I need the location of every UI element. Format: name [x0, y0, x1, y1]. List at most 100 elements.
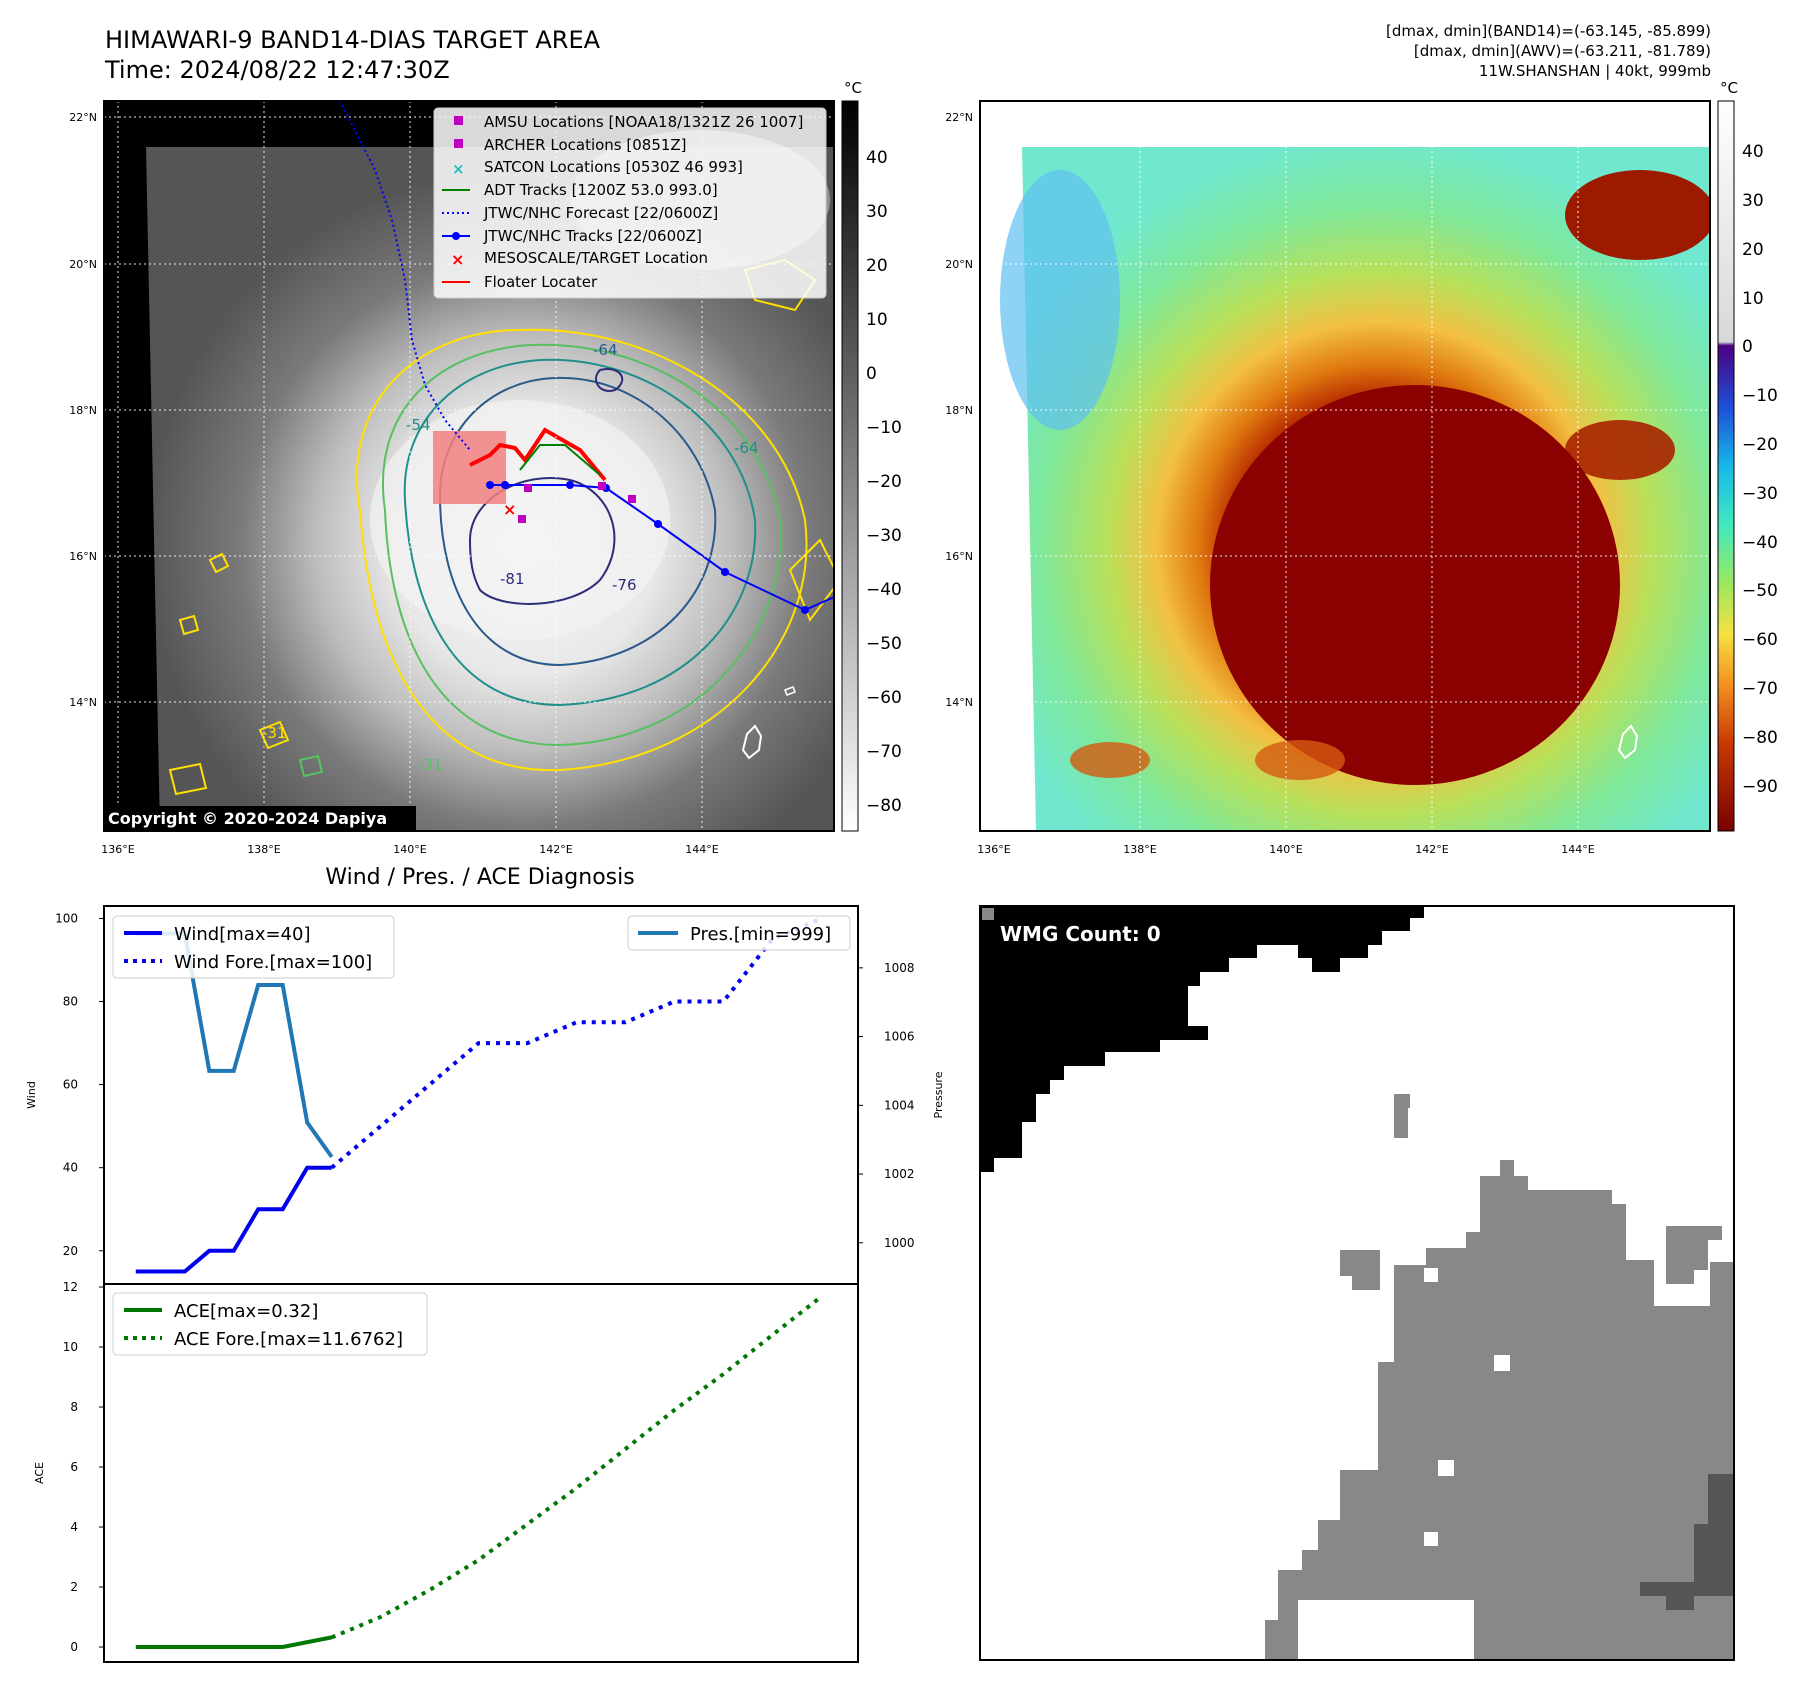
ace-line [135, 1635, 333, 1649]
wind-line [135, 1165, 332, 1274]
lat-label: 16°N [69, 550, 97, 563]
ace-tick: 4 [70, 1520, 78, 1534]
colorbar-tick: −30 [1742, 484, 1778, 504]
colorbar-unit: °C [1720, 79, 1738, 97]
lat-label: 22°N [69, 111, 97, 124]
svg-text:×: × [451, 250, 464, 269]
wind-tick: 60 [63, 1078, 78, 1092]
ace-axes: 12 10 8 6 4 2 0 ACE ACE[max=0.32] ACE Fore.[ma… [33, 1280, 859, 1663]
lon-label: 142°E [1415, 843, 1448, 856]
legend-satcon: SATCON Locations [0530Z 46 993] [484, 158, 743, 176]
ace-tick: 10 [63, 1340, 78, 1354]
lat-label: 20°N [69, 258, 97, 271]
lon-label: 140°E [393, 843, 426, 856]
svg-text:×: × [452, 160, 465, 178]
colorbar-tick: 0 [866, 364, 877, 384]
lat-label: 14°N [945, 696, 973, 709]
colorbar-tick: −30 [866, 526, 902, 546]
floater-box [433, 431, 506, 504]
pressure-tick: 1008 [884, 961, 915, 975]
diagnosis-title: Wind / Pres. / ACE Diagnosis [325, 865, 634, 890]
legend-wind-fore: Wind Fore.[max=100] [174, 952, 372, 973]
lon-label: 138°E [247, 843, 280, 856]
awv-map-panel [979, 100, 1711, 832]
figure-title: HIMAWARI-9 BAND14-DIAS TARGET AREA [105, 26, 601, 54]
lat-label: 18°N [945, 404, 973, 417]
colorbar-tick: 0 [1742, 337, 1753, 357]
wind-tick: 20 [63, 1244, 78, 1258]
colorbar-tick: 20 [866, 256, 888, 276]
pressure-tick: 1000 [884, 1236, 915, 1250]
colorbar-tick: −70 [1742, 679, 1778, 699]
colorbar-unit: °C [844, 79, 862, 97]
contour-label: -54 [406, 416, 431, 434]
lon-label: 142°E [539, 843, 572, 856]
copyright-text: Copyright © 2020-2024 Dapiya [108, 809, 387, 828]
contour-label: -31 [262, 724, 287, 742]
contour-label: -64 [593, 341, 618, 359]
wind-tick: 40 [63, 1161, 78, 1175]
lon-label: 144°E [1561, 843, 1594, 856]
contour-label: -76 [612, 576, 637, 594]
ace-tick: 12 [63, 1280, 78, 1294]
colorbar-tick: −20 [1742, 435, 1778, 455]
pressure-tick: 1004 [884, 1098, 915, 1112]
wmg-panel: WMG Count: 0 [979, 905, 1735, 1661]
lat-label: 18°N [69, 404, 97, 417]
pressure-tick: 1002 [884, 1167, 915, 1181]
wind-tick: 80 [63, 995, 78, 1009]
legend-mesoscale: MESOSCALE/TARGET Location [484, 249, 708, 267]
lon-label: 138°E [1123, 843, 1156, 856]
lat-label: 20°N [945, 258, 973, 271]
legend-amsu: AMSU Locations [NOAA18/1321Z 26 1007] [484, 113, 803, 131]
lon-label: 144°E [685, 843, 718, 856]
wind-axis-label: Wind [25, 1081, 38, 1109]
colorbar-tick: 20 [1742, 240, 1764, 260]
ace-tick: 8 [70, 1400, 78, 1414]
legend-adt: ADT Tracks [1200Z 53.0 993.0] [484, 181, 718, 199]
colorbar-tick: −90 [1742, 777, 1778, 797]
ace-tick: 0 [70, 1640, 78, 1654]
lat-label: 14°N [69, 696, 97, 709]
svg-text:×: × [503, 500, 516, 519]
wind-tick: 100 [55, 912, 78, 926]
legend-jtwc-forecast: JTWC/NHC Forecast [22/0600Z] [483, 204, 718, 222]
colorbar-tick: 10 [1742, 289, 1764, 309]
legend-floater: Floater Locater [484, 273, 598, 291]
ace-tick: 6 [70, 1460, 78, 1474]
colorbar-tick: −80 [866, 796, 902, 816]
colorbar-tick: 10 [866, 310, 888, 330]
lon-label: 140°E [1269, 843, 1302, 856]
wmg-count: WMG Count: 0 [1000, 922, 1161, 946]
ace-forecast-line [330, 1295, 823, 1640]
colorbar-tick: −50 [1742, 581, 1778, 601]
ir-colorbar: °C 40 30 20 10 0 −10 −20 −30 −40 −50 −60… [841, 79, 902, 832]
lat-label: 16°N [945, 550, 973, 563]
wind-pressure-axes: 100 80 60 40 20 1008 1006 1004 1002 1000 Wind Pr… [25, 905, 945, 1285]
colorbar-tick: −40 [866, 580, 902, 600]
legend-wind: Wind[max=40] [174, 924, 311, 945]
legend-ace-fore: ACE Fore.[max=11.6762] [174, 1329, 403, 1350]
legend-archer: ARCHER Locations [0851Z] [484, 136, 687, 154]
contour-label: -64 [734, 439, 759, 457]
wind-forecast-line [330, 916, 823, 1170]
storm-info: 11W.SHANSHAN | 40kt, 999mb [1478, 62, 1711, 80]
ace-axis-label: ACE [33, 1462, 46, 1484]
colorbar-tick: 40 [1742, 142, 1764, 162]
colorbar-tick: −60 [1742, 630, 1778, 650]
contour-label: -31 [418, 756, 443, 774]
colorbar-tick: −10 [866, 418, 902, 438]
legend-ace: ACE[max=0.32] [174, 1301, 318, 1322]
awv-colorbar: °C 40 30 20 10 0 −10 −20 −30 −40 −50 −60… [1717, 79, 1778, 832]
map-legend: AMSU Locations [NOAA18/1321Z 26 1007] AR… [433, 107, 827, 299]
lon-label: 136°E [101, 843, 134, 856]
colorbar-tick: −40 [1742, 533, 1778, 553]
awv-range: [dmax, dmin](AWV)=(-63.211, -81.789) [1413, 42, 1711, 60]
colorbar-tick: −70 [866, 742, 902, 762]
colorbar-tick: −80 [1742, 728, 1778, 748]
colorbar-tick: 40 [866, 148, 888, 168]
colorbar-tick: −60 [866, 688, 902, 708]
colorbar-tick: 30 [1742, 191, 1764, 211]
lat-label: 22°N [945, 111, 973, 124]
